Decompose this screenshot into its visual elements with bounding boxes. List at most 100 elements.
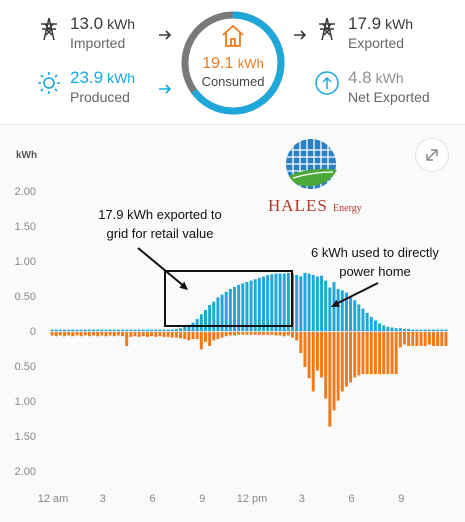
imported-bar bbox=[444, 332, 448, 346]
produced-bar bbox=[220, 294, 224, 331]
imported-bar bbox=[87, 332, 91, 337]
y-tick-label: 1.50 bbox=[15, 221, 36, 233]
imported-bar bbox=[274, 332, 278, 336]
imported-bar bbox=[440, 332, 444, 346]
annotation-arrowhead bbox=[179, 281, 188, 290]
produced-bar bbox=[444, 329, 448, 331]
imported-bar bbox=[141, 332, 145, 337]
consumed-unit: kWh bbox=[237, 56, 264, 71]
produced-bar bbox=[166, 329, 170, 331]
imported-bar bbox=[150, 332, 154, 337]
imported-bar bbox=[373, 332, 377, 374]
produced-bar bbox=[361, 308, 365, 331]
imported-bar bbox=[382, 332, 386, 374]
produced-bar bbox=[402, 328, 406, 331]
y-tick-label: 1.00 bbox=[15, 396, 36, 408]
produced-bar bbox=[357, 304, 361, 331]
produced-bar bbox=[373, 320, 377, 331]
arrow-right-icon bbox=[159, 30, 172, 40]
exported-annotation-line2: grid for retail value bbox=[106, 226, 214, 241]
produced-bar bbox=[71, 329, 75, 331]
expand-chart-button[interactable] bbox=[415, 138, 449, 172]
produced-bar bbox=[266, 275, 270, 331]
imported-bar bbox=[121, 332, 125, 337]
imported-bar bbox=[96, 332, 100, 337]
produced-bar bbox=[407, 328, 411, 331]
exported-label: Exported bbox=[348, 35, 405, 51]
x-tick-label: 12 pm bbox=[237, 493, 268, 505]
imported-bar bbox=[419, 332, 423, 346]
hales-energy-logo bbox=[286, 139, 337, 189]
imported-bar bbox=[315, 332, 319, 371]
produced-bar bbox=[369, 317, 373, 331]
imported-bar bbox=[104, 332, 108, 337]
imported-bar bbox=[386, 332, 390, 374]
imported-bar bbox=[203, 332, 207, 342]
used-annotation-line1: 6 kWh used to directly bbox=[311, 245, 439, 260]
annotation-arrowhead bbox=[331, 299, 340, 307]
imported-bar bbox=[249, 332, 253, 335]
imported-bar bbox=[270, 332, 274, 335]
imported-bar bbox=[170, 332, 174, 338]
expand-icon bbox=[426, 149, 438, 161]
produced-bar bbox=[274, 273, 278, 331]
imported-bar bbox=[220, 332, 224, 338]
x-tick-label: 6 bbox=[348, 493, 354, 505]
imported-bar bbox=[116, 332, 120, 336]
imported-bar bbox=[340, 332, 344, 392]
imported-bar bbox=[336, 332, 340, 401]
exported-value: 17.9 bbox=[348, 14, 382, 33]
produced-bar bbox=[75, 329, 79, 331]
produced-bar bbox=[125, 329, 129, 331]
imported-bar bbox=[253, 332, 257, 335]
imported-bar bbox=[282, 332, 286, 337]
imported-bar bbox=[179, 332, 183, 339]
x-tick-label: 3 bbox=[299, 493, 305, 505]
chart-panel bbox=[0, 125, 465, 522]
produced-bar bbox=[307, 273, 311, 331]
net-exported-stat: 4.8 kWh Net Exported bbox=[314, 68, 430, 106]
imported-bar bbox=[158, 332, 162, 337]
imported-bar bbox=[262, 332, 265, 335]
power-tower-icon bbox=[41, 17, 57, 41]
imported-bar bbox=[195, 332, 199, 339]
exported-annotation: 17.9 kWh exported to grid for retail val… bbox=[80, 205, 240, 243]
produced-bar bbox=[212, 301, 216, 331]
produced-bar bbox=[365, 312, 369, 331]
imported-bar bbox=[353, 332, 357, 378]
imported-bar bbox=[241, 332, 245, 335]
imported-bar bbox=[295, 332, 299, 341]
imported-bar bbox=[291, 332, 295, 338]
produced-bar bbox=[96, 329, 100, 331]
y-tick-label: 2.00 bbox=[15, 186, 36, 198]
consumed-value: 19.1 bbox=[202, 55, 234, 72]
imported-bar bbox=[299, 332, 303, 353]
export-highlight-box bbox=[164, 270, 293, 327]
arrow-right-icon bbox=[294, 30, 307, 40]
imported-bar bbox=[303, 332, 307, 367]
imported-bar bbox=[394, 332, 398, 374]
y-tick-label: 0.50 bbox=[15, 291, 36, 303]
imported-bar bbox=[108, 332, 112, 336]
produced-bar bbox=[398, 328, 402, 331]
produced-bar bbox=[199, 314, 203, 331]
produced-bar bbox=[150, 329, 154, 331]
produced-bar bbox=[79, 329, 83, 331]
produced-bar bbox=[340, 290, 344, 331]
produced-bar bbox=[336, 289, 340, 331]
imported-bar bbox=[145, 332, 149, 337]
imported-bar bbox=[50, 332, 54, 336]
y-tick-label: 1.00 bbox=[15, 256, 36, 268]
produced-bar bbox=[183, 326, 187, 331]
used-annotation-line2: power home bbox=[339, 264, 411, 279]
produced-bar bbox=[100, 329, 104, 331]
imported-bar bbox=[278, 332, 282, 336]
produced-bar bbox=[427, 329, 431, 331]
imported-bar bbox=[79, 332, 83, 337]
produced-bar bbox=[311, 275, 315, 331]
produced-bar bbox=[174, 328, 178, 331]
produced-bar bbox=[282, 273, 286, 331]
produced-bar bbox=[104, 329, 108, 331]
produced-bar bbox=[324, 280, 328, 331]
